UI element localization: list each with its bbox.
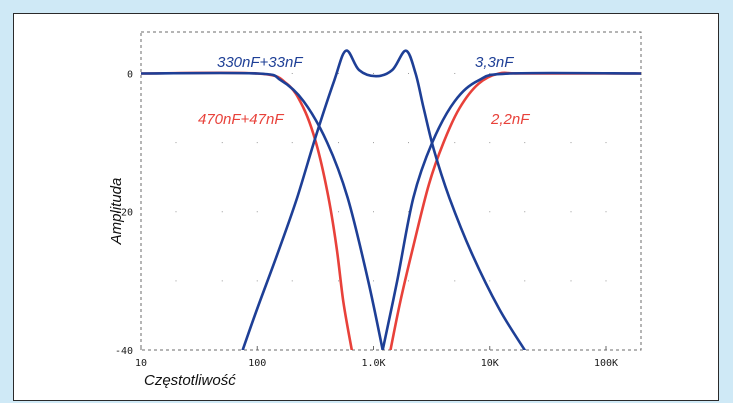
grid-dot xyxy=(373,142,375,144)
grid-dot xyxy=(570,142,572,144)
grid-dot xyxy=(256,211,258,213)
grid-dot xyxy=(454,280,456,282)
y-tick-label: -20 xyxy=(115,208,133,219)
x-tick-label: 10 xyxy=(135,358,147,369)
chart-frame: 10 100 1.0K 10K 100K 0 -20 -40 330nF+33nF 3,3nF 4… xyxy=(13,13,719,401)
grid-dot xyxy=(524,142,526,144)
grid-dot xyxy=(570,211,572,213)
grid-dot xyxy=(524,280,526,282)
grid-dot xyxy=(454,142,456,144)
series-label: 470nF+47nF xyxy=(198,111,284,128)
plot-border xyxy=(140,31,642,351)
grid-dot xyxy=(175,280,177,282)
grid-dot xyxy=(489,280,491,282)
series-label: 330nF+33nF xyxy=(217,54,303,71)
x-tick-label: 1.0K xyxy=(361,358,385,369)
grid-dot xyxy=(373,211,375,213)
series-line-4 xyxy=(381,71,641,350)
grid-dot xyxy=(291,72,293,74)
series-label: 2,2nF xyxy=(490,111,530,128)
grid-dot xyxy=(605,211,607,213)
x-tick-label: 100 xyxy=(248,358,266,369)
grid-dot xyxy=(407,142,409,144)
grid-dot xyxy=(489,211,491,213)
x-tick-label: 100K xyxy=(594,358,618,369)
grid-dot xyxy=(338,72,340,74)
tick-labels: 10 100 1.0K 10K 100K 0 -20 -40 xyxy=(115,69,618,369)
series-line-3 xyxy=(141,71,384,350)
x-axis-label: Częstotliwość xyxy=(144,372,236,389)
series-labels: 330nF+33nF 3,3nF 470nF+47nF 2,2nF xyxy=(198,54,530,128)
grid-dot xyxy=(256,280,258,282)
grid-dot xyxy=(338,142,340,144)
series-label: 3,3nF xyxy=(475,54,514,71)
grid-dot xyxy=(291,142,293,144)
grid-dot xyxy=(454,72,456,74)
grid-dot xyxy=(407,211,409,213)
grid-dot xyxy=(489,72,491,74)
grid-dot xyxy=(338,211,340,213)
grid-dot xyxy=(407,280,409,282)
grid-dot xyxy=(221,211,223,213)
frequency-response-chart: 10 100 1.0K 10K 100K 0 -20 -40 330nF+33nF 3,3nF 4… xyxy=(108,31,642,389)
grid-dot xyxy=(338,280,340,282)
grid-dot xyxy=(256,142,258,144)
series-group xyxy=(141,49,641,350)
grid-dot xyxy=(570,280,572,282)
grid-dot xyxy=(407,72,409,74)
y-axis-label: Amplituda xyxy=(108,178,125,246)
grid-dot xyxy=(605,280,607,282)
grid-dot xyxy=(373,280,375,282)
grid-dot xyxy=(175,211,177,213)
y-tick-label: 0 xyxy=(127,69,133,80)
grid-dot xyxy=(221,280,223,282)
grid-dot xyxy=(291,280,293,282)
grid-dot xyxy=(373,72,375,74)
grid xyxy=(175,72,607,282)
grid-dot xyxy=(524,211,526,213)
grid-dot xyxy=(221,142,223,144)
grid-dot xyxy=(175,142,177,144)
y-tick-label: -40 xyxy=(115,346,133,357)
x-tick-label: 10K xyxy=(481,358,499,369)
series-line-5 xyxy=(241,49,526,350)
grid-dot xyxy=(605,142,607,144)
grid-dot xyxy=(489,142,491,144)
